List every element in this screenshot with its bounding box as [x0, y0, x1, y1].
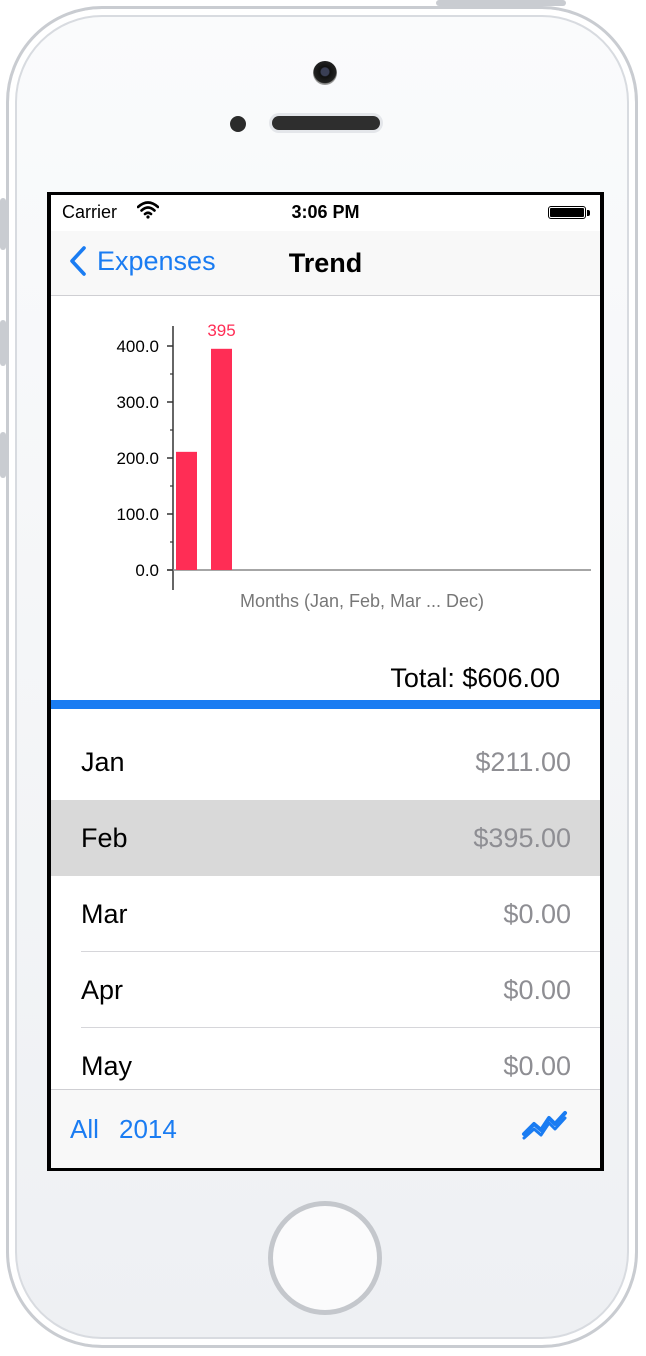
navigation-bar: Expenses Trend: [51, 231, 600, 296]
row-separator: [81, 951, 600, 952]
front-camera: [313, 61, 337, 85]
month-list[interactable]: Jan $211.00 Feb $395.00 Mar $0.00 Apr $0.00 May $…: [51, 724, 600, 1090]
y-tick-label: 100.0: [116, 505, 159, 524]
month-label: Jan: [81, 746, 125, 777]
y-tick-label: 300.0: [116, 393, 159, 412]
list-item[interactable]: Jan $211.00: [51, 724, 600, 800]
y-tick-label: 400.0: [116, 337, 159, 356]
total-label: Total: $606.00: [390, 663, 560, 693]
home-button[interactable]: [268, 1201, 382, 1315]
list-item[interactable]: Feb $395.00: [51, 800, 600, 876]
bar-jan: [176, 451, 197, 570]
y-tick-label: 200.0: [116, 449, 159, 468]
bar-feb: [211, 348, 232, 570]
carrier-label: Carrier: [62, 202, 118, 222]
month-label: Feb: [81, 822, 128, 853]
month-label: May: [81, 1050, 133, 1081]
month-label: Apr: [81, 974, 124, 1005]
trend-line-icon[interactable]: [521, 1108, 569, 1147]
amount-value: $0.00: [503, 1050, 571, 1081]
expense-bar-chart: 0.0 100.0 200.0 300.0 400.0 395 Months (Jan, F…: [116, 321, 591, 611]
x-axis-label: Months (Jan, Feb, Mar ... Dec): [240, 591, 484, 611]
row-separator: [81, 1027, 600, 1028]
screen: Carrier 3:06 PM Expenses Trend: [47, 192, 604, 1171]
chevron-left-icon: [70, 246, 86, 276]
y-tick-label: 0.0: [135, 561, 159, 580]
chart-list-divider: [51, 700, 600, 709]
power-button: [436, 0, 566, 6]
month-label: Mar: [81, 898, 128, 929]
mute-switch: [0, 198, 6, 250]
volume-down-button: [0, 432, 6, 478]
back-button-label: Expenses: [97, 245, 216, 276]
list-item[interactable]: May $0.00: [51, 1028, 600, 1090]
volume-up-button: [0, 320, 6, 366]
list-item[interactable]: Mar $0.00: [51, 876, 600, 952]
list-item[interactable]: Apr $0.00: [51, 952, 600, 1028]
amount-value: $0.00: [503, 974, 571, 1005]
amount-value: $395.00: [473, 822, 571, 853]
earpiece-speaker: [272, 116, 380, 130]
battery-icon: [548, 206, 586, 219]
wifi-icon: [136, 201, 160, 224]
bar-data-label: 395: [207, 321, 235, 340]
app-screen: Carrier 3:06 PM Expenses Trend: [51, 195, 600, 1168]
battery-tip: [587, 210, 590, 216]
status-time: 3:06 PM: [291, 202, 360, 222]
bottom-toolbar: All 2014: [51, 1089, 600, 1168]
year-button[interactable]: 2014: [119, 1114, 177, 1144]
back-button[interactable]: Expenses: [69, 241, 216, 281]
status-bar: Carrier 3:06 PM: [51, 195, 600, 231]
amount-value: $211.00: [475, 746, 571, 777]
amount-value: $0.00: [503, 898, 571, 929]
filter-all-button[interactable]: All: [70, 1114, 99, 1144]
proximity-sensor: [230, 116, 246, 132]
